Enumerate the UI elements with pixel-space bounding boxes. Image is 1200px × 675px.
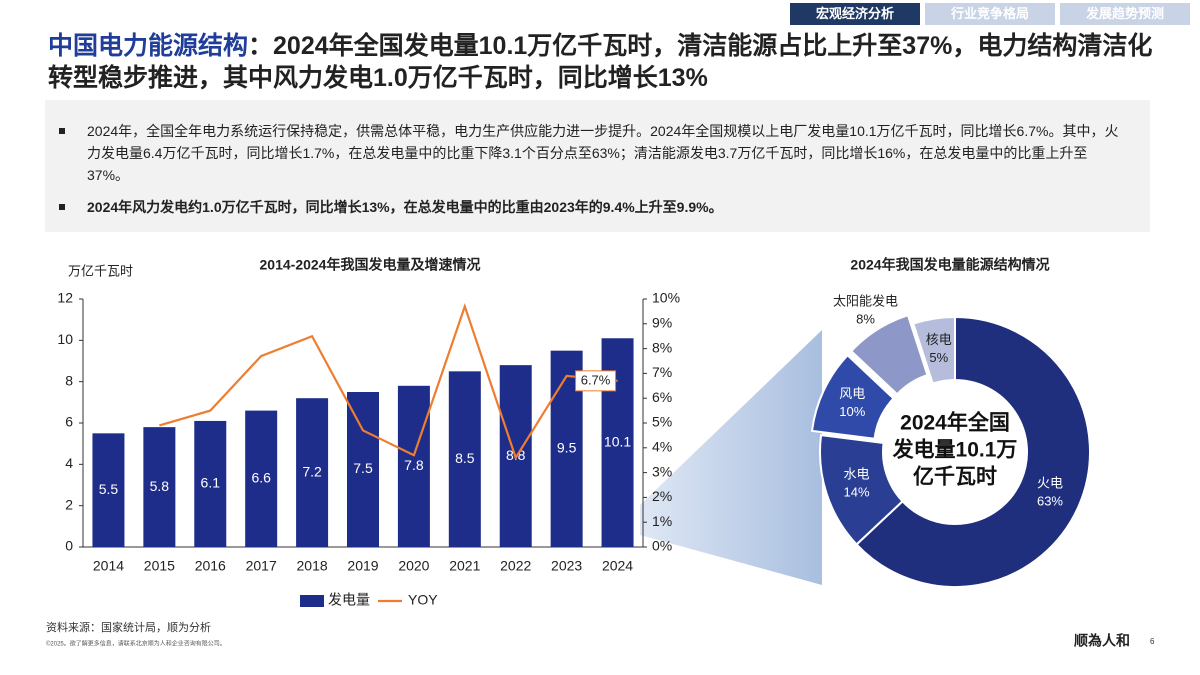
y-axis-label: 万亿千瓦时 (68, 263, 133, 278)
nav-tab[interactable]: 宏观经济分析 (790, 3, 920, 25)
y2-tick-label: 3% (652, 463, 672, 479)
legend-label: 发电量 (328, 592, 370, 608)
bar (448, 371, 481, 547)
x-tick-label: 2024 (602, 558, 633, 574)
slide-title: 中国电力能源结构：2024年全国发电量10.1万亿千瓦时，清洁能源占比上升至37… (48, 30, 1158, 94)
copyright: ©2025。欲了解更多信息，请联系北京顺为人和企业咨询有限公司。 (46, 640, 226, 648)
source: 资料来源：国家统计局，顺为分析 (46, 620, 211, 634)
bar-label: 7.5 (353, 460, 373, 476)
zoom-funnel (640, 330, 822, 585)
bar-label: 5.8 (150, 478, 170, 494)
bar (296, 398, 329, 547)
y2-tick-label: 6% (652, 389, 672, 405)
bar (347, 392, 379, 547)
x-tick-label: 2021 (449, 558, 480, 574)
bar-label: 5.5 (99, 481, 119, 497)
bar-label: 6.6 (251, 470, 271, 486)
y-tick-label: 6 (65, 414, 73, 430)
y-tick-label: 4 (65, 455, 73, 471)
x-tick-label: 2020 (398, 558, 429, 574)
x-tick-label: 2022 (500, 558, 531, 574)
bar-label: 8.5 (455, 450, 475, 466)
y-tick-label: 0 (65, 538, 73, 554)
slice-name: 水电 (844, 466, 870, 481)
nav-tab[interactable]: 行业竞争格局 (925, 3, 1055, 25)
pie-slice (849, 313, 929, 396)
center-text: 亿千瓦时 (913, 465, 997, 489)
bar-label: 9.5 (557, 440, 577, 456)
x-tick-label: 2019 (347, 558, 378, 574)
x-tick-label: 2014 (93, 558, 124, 574)
pie-slice (819, 433, 904, 546)
bar-label: 10.1 (604, 433, 631, 449)
value-label-box (575, 370, 617, 392)
y-tick-label: 8 (65, 372, 73, 388)
slice-name: 火电 (1037, 476, 1063, 491)
logo: 顺為人和 (1074, 633, 1130, 649)
slice-name: 风电 (839, 386, 865, 401)
nav-tab[interactable]: 发展趋势预测 (1060, 3, 1190, 25)
bullet: 2024年风力发电约1.0万亿千瓦时，同比增长13%，在总发电量中的比重由202… (59, 196, 1127, 218)
chart-title: 2014-2024年我国发电量及增速情况 (260, 257, 481, 273)
y-tick-label: 12 (57, 290, 73, 306)
value-label: 6.7% (581, 372, 611, 387)
x-tick-label: 2023 (551, 558, 582, 574)
slice-label: 63% (1037, 494, 1063, 509)
bar (92, 433, 125, 547)
legend-label: YOY (408, 592, 438, 608)
bar-label: 7.8 (404, 457, 424, 473)
legend-swatch (300, 595, 324, 607)
slice-label: 10% (839, 404, 865, 419)
center-text: 2024年全国 (900, 411, 1010, 435)
bar-label: 7.2 (302, 463, 322, 479)
slice-label: 8% (856, 311, 875, 326)
yoy-line (159, 303, 618, 461)
y2-tick-label: 2% (652, 488, 672, 504)
x-tick-label: 2015 (144, 558, 175, 574)
bar (245, 410, 278, 547)
title-text: ：2024年全国发电量10.1万亿千瓦时，清洁能源占比上升至37%，电力结构清洁… (48, 32, 1153, 92)
slice-name: 太阳能发电 (833, 293, 898, 308)
slice-label: 5% (929, 350, 948, 365)
x-tick-label: 2017 (246, 558, 277, 574)
bar (397, 385, 430, 547)
pie-slice (912, 315, 956, 385)
bar-label: 6.1 (201, 475, 221, 491)
slice-name: 核电 (926, 332, 952, 347)
x-tick-label: 2018 (297, 558, 328, 574)
y-tick-label: 2 (65, 496, 73, 512)
chart-title: 2024年我国发电量能源结构情况 (850, 257, 1049, 273)
y2-tick-label: 8% (652, 339, 672, 355)
bar (194, 420, 227, 547)
y2-tick-label: 5% (652, 414, 672, 430)
bullet: 2024年，全国全年电力系统运行保持稳定，供需总体平稳，电力生产供应能力进一步提… (59, 120, 1127, 186)
y-tick-label: 10 (57, 331, 73, 347)
bar (143, 427, 176, 547)
y2-tick-label: 7% (652, 364, 672, 380)
pie-slice (855, 315, 1091, 588)
pie-slice (810, 353, 895, 440)
x-tick-label: 2016 (195, 558, 226, 574)
y2-tick-label: 9% (652, 315, 672, 331)
title-highlight: 中国电力能源结构 (48, 32, 249, 60)
y2-tick-label: 1% (652, 513, 672, 529)
y2-tick-label: 10% (652, 290, 680, 306)
page-number: 6 (1150, 637, 1155, 646)
y2-tick-label: 0% (652, 538, 672, 554)
slice-label: 14% (844, 484, 870, 499)
y2-tick-label: 4% (652, 439, 672, 455)
summary-box: 2024年，全国全年电力系统运行保持稳定，供需总体平稳，电力生产供应能力进一步提… (45, 100, 1150, 232)
center-text: 发电量10.1万 (892, 438, 1018, 462)
